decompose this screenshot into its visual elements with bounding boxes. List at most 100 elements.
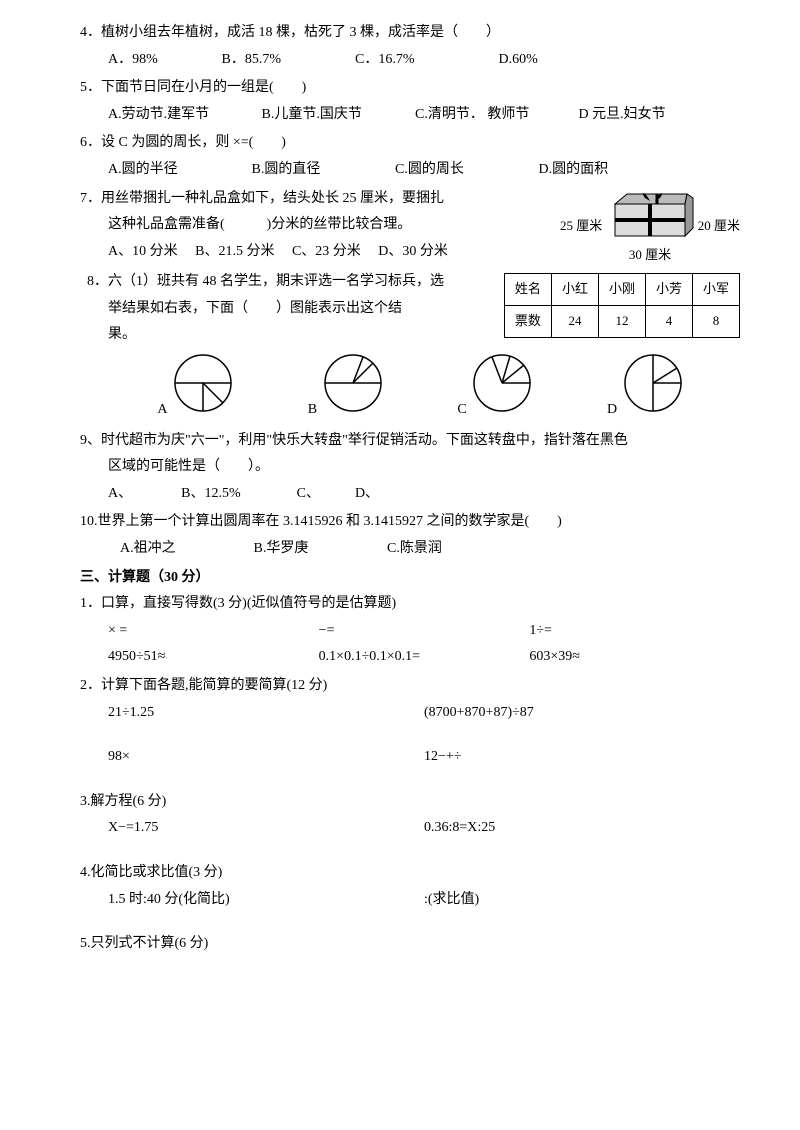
p3-b: 0.36:8=X:25 (424, 815, 740, 842)
section-3-title: 三、计算题（30 分） (80, 565, 740, 592)
question-8: 8．六（1）班共有 48 名学生，期末评选一名学习标兵，选 举结果如右表，下面（… (80, 269, 740, 423)
pie-d-label: D (607, 397, 617, 424)
q6-opt-a: A.圆的半径 (108, 157, 248, 184)
td-4: 8 (692, 305, 739, 337)
p4-a: 1.5 时:40 分(化简比) (108, 887, 424, 914)
s3-p1-row1: × = −= 1÷= (80, 618, 740, 645)
pie-d: D (607, 353, 683, 424)
s3-p5: 5.只列式不计算(6 分) (80, 931, 740, 958)
pie-options: A B C (80, 349, 740, 424)
table-row: 姓名 小红 小刚 小芳 小军 (504, 274, 739, 306)
s3-p2-row2: 98× 12−+÷ (80, 744, 740, 771)
q7-options: A、10 分米 B、21.5 分米 C、23 分米 D、30 分米 (80, 239, 560, 266)
p1-r1c: 1÷= (529, 618, 740, 645)
pie-b-label: B (308, 397, 317, 424)
q8-line2: 举结果如右表，下面（ ）图能表示出这个结 (80, 296, 494, 323)
q10-options: A.祖冲之 B.华罗庚 C.陈景润 (80, 536, 740, 563)
q10-text: 10.世界上第一个计算出圆周率在 3.1415926 和 3.1415927 之… (80, 509, 740, 536)
s3-p2-row1: 21÷1.25 (8700+870+87)÷87 (80, 700, 740, 727)
td-3: 4 (645, 305, 692, 337)
q6-options: A.圆的半径 B.圆的直径 C.圆的周长 D.圆的面积 (80, 157, 740, 184)
q5-opt-a: A.劳动节.建军节 (108, 102, 258, 129)
q4-opt-d: D.60% (499, 47, 538, 74)
q4-opt-b: B．85.7% (222, 47, 352, 74)
q5-options: A.劳动节.建军节 B.儿童节.国庆节 C.清明节． 教师节 D 元旦.妇女节 (80, 102, 740, 129)
p1-r2c: 603×39≈ (529, 644, 740, 671)
q10-opt-a: A.祖冲之 (120, 536, 250, 563)
s3-p2-title: 2．计算下面各题,能简算的要简算(12 分) (80, 673, 740, 700)
p2-r1a: 21÷1.25 (108, 700, 424, 727)
s3-p3: 3.解方程(6 分) X−=1.75 0.36:8=X:25 (80, 789, 740, 842)
pie-c: C (457, 353, 532, 424)
s3-p4-row: 1.5 时:40 分(化简比) :(求比值) (80, 887, 740, 914)
pie-a-label: A (157, 397, 167, 424)
th-3: 小芳 (645, 274, 692, 306)
p1-r2b: 0.1×0.1÷0.1×0.1= (319, 644, 530, 671)
p4-b: :(求比值) (424, 887, 740, 914)
td-2: 12 (598, 305, 645, 337)
s3-p1-title: 1．口算，直接写得数(3 分)(近似值符号的是估算题) (80, 591, 740, 618)
q5-opt-d: D 元旦.妇女节 (579, 102, 666, 129)
th-name: 姓名 (504, 274, 551, 306)
s3-p2: 2．计算下面各题,能简算的要简算(12 分) 21÷1.25 (8700+870… (80, 673, 740, 771)
p2-r2b: 12−+÷ (424, 744, 740, 771)
q4-options: A．98% B．85.7% C．16.7% D.60% (80, 47, 740, 74)
question-10: 10.世界上第一个计算出圆周率在 3.1415926 和 3.1415927 之… (80, 509, 740, 562)
p1-r2a: 4950÷51≈ (108, 644, 319, 671)
p2-r2a: 98× (108, 744, 424, 771)
th-2: 小刚 (598, 274, 645, 306)
q8-line3: 果。 (80, 322, 494, 349)
q6-text: 6．设 C 为圆的周长，则 ×=( ) (80, 130, 740, 157)
pie-c-label: C (457, 397, 466, 424)
q4-opt-c: C．16.7% (355, 47, 495, 74)
q10-opt-b: B.华罗庚 (254, 536, 384, 563)
q9-options: A、 B、12.5% C、 D、 (80, 481, 740, 508)
p1-r1b: −= (319, 618, 530, 645)
votes-table: 姓名 小红 小刚 小芳 小军 票数 24 12 4 8 (504, 273, 740, 337)
gift-svg (605, 186, 695, 241)
q5-opt-b: B.儿童节.国庆节 (262, 102, 412, 129)
s3-p3-title: 3.解方程(6 分) (80, 789, 740, 816)
q8-text-block: 8．六（1）班共有 48 名学生，期末评选一名学习标兵，选 举结果如右表，下面（… (80, 269, 494, 349)
pie-b-svg (323, 353, 383, 413)
question-7: 7．用丝带捆扎一种礼品盒如下，结头处长 25 厘米，要捆扎 这种礼品盒需准备( … (80, 186, 740, 268)
q5-opt-c: C.清明节． 教师节 (415, 102, 575, 129)
pie-a-svg (173, 353, 233, 413)
q9-line2: 区域的可能性是（ ）。 (80, 454, 740, 481)
q6-opt-d: D.圆的面积 (539, 157, 609, 184)
s3-p1: 1．口算，直接写得数(3 分)(近似值符号的是估算题) × = −= 1÷= 4… (80, 591, 740, 671)
q6-opt-c: C.圆的周长 (395, 157, 535, 184)
pie-a: A (157, 353, 233, 424)
question-6: 6．设 C 为圆的周长，则 ×=( ) A.圆的半径 B.圆的直径 C.圆的周长… (80, 130, 740, 183)
s3-p1-row2: 4950÷51≈ 0.1×0.1÷0.1×0.1= 603×39≈ (80, 644, 740, 671)
gift-diagram: 25 厘米 20 厘米 30 厘米 (560, 186, 740, 268)
th-4: 小军 (692, 274, 739, 306)
pie-b: B (308, 353, 383, 424)
q7-line1: 7．用丝带捆扎一种礼品盒如下，结头处长 25 厘米，要捆扎 (80, 186, 560, 213)
q9-line1: 9、时代超市为庆"六一"，利用"快乐大转盘"举行促销活动。下面这转盘中，指针落在… (80, 428, 740, 455)
th-1: 小红 (551, 274, 598, 306)
td-label: 票数 (504, 305, 551, 337)
s3-p3-row: X−=1.75 0.36:8=X:25 (80, 815, 740, 842)
q7-line2: 这种礼品盒需准备( )分米的丝带比较合理。 (80, 212, 560, 239)
p2-r1b: (8700+870+87)÷87 (424, 700, 740, 727)
table-row: 票数 24 12 4 8 (504, 305, 739, 337)
q10-opt-c: C.陈景润 (387, 536, 442, 563)
s3-p4-title: 4.化简比或求比值(3 分) (80, 860, 740, 887)
q5-text: 5．下面节日同在小月的一组是( ) (80, 75, 740, 102)
s3-p4: 4.化简比或求比值(3 分) 1.5 时:40 分(化简比) :(求比值) (80, 860, 740, 913)
q6-opt-b: B.圆的直径 (252, 157, 392, 184)
question-4: 4．植树小组去年植树，成活 18 棵，枯死了 3 棵，成活率是（ ） A．98%… (80, 20, 740, 73)
p1-r1a: × = (108, 618, 319, 645)
pie-c-svg (472, 353, 532, 413)
q7-text-block: 7．用丝带捆扎一种礼品盒如下，结头处长 25 厘米，要捆扎 这种礼品盒需准备( … (80, 186, 560, 266)
gift-label-bottom: 30 厘米 (560, 243, 740, 268)
s3-p5-title: 5.只列式不计算(6 分) (80, 931, 740, 958)
question-5: 5．下面节日同在小月的一组是( ) A.劳动节.建军节 B.儿童节.国庆节 C.… (80, 75, 740, 128)
gift-label-right: 20 厘米 (698, 214, 740, 239)
question-9: 9、时代超市为庆"六一"，利用"快乐大转盘"举行促销活动。下面这转盘中，指针落在… (80, 428, 740, 508)
td-1: 24 (551, 305, 598, 337)
q8-line1: 8．六（1）班共有 48 名学生，期末评选一名学习标兵，选 (80, 269, 494, 296)
q4-opt-a: A．98% (108, 47, 218, 74)
gift-label-left: 25 厘米 (560, 214, 602, 239)
